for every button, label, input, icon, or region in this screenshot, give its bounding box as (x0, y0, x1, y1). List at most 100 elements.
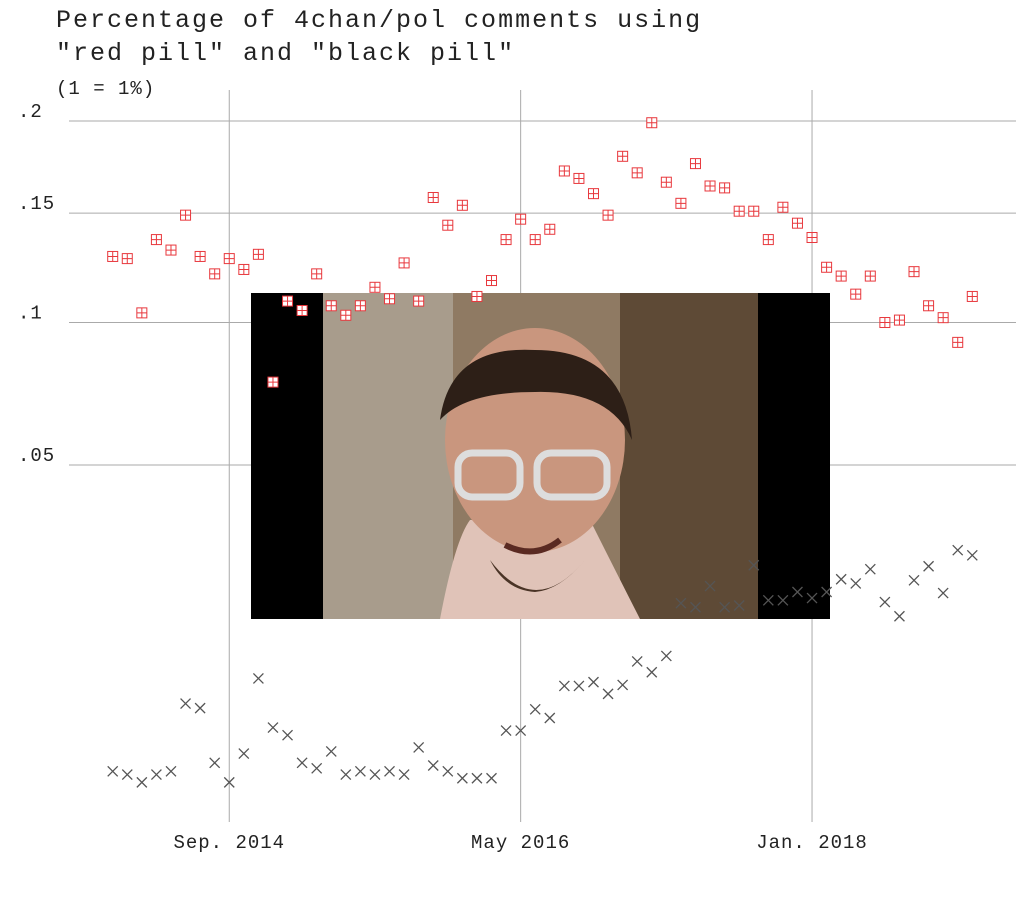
marker-cross (631, 655, 643, 667)
point (165, 244, 177, 256)
marks (107, 117, 978, 788)
marker-cross (893, 610, 905, 622)
marker-cross (573, 680, 585, 692)
marker-cross (777, 202, 788, 213)
point (660, 650, 672, 662)
marker-cross (894, 315, 905, 326)
marker-cross (850, 577, 862, 589)
marker-cross (705, 180, 716, 191)
marker-cross (194, 702, 206, 714)
point (252, 248, 264, 260)
point (879, 317, 891, 329)
marker-cross (121, 769, 133, 781)
marker-cross (792, 586, 803, 598)
point (325, 300, 337, 312)
marker-cross (777, 594, 789, 606)
marker-cross (471, 291, 482, 302)
marker-cross (836, 271, 847, 282)
marker-cross (690, 158, 701, 169)
marker-cross (937, 587, 949, 599)
point (107, 765, 119, 777)
point (690, 601, 701, 613)
point (238, 748, 250, 759)
marker-cross (544, 224, 555, 235)
point (340, 769, 352, 781)
point (617, 150, 629, 162)
marker-cross (515, 725, 527, 737)
point (864, 563, 876, 575)
x-tick-label: Jan. 2018 (756, 832, 868, 854)
point (923, 300, 935, 312)
y-tick-label: .05 (18, 445, 55, 467)
point (369, 769, 381, 781)
point (325, 745, 337, 757)
chart-title: "red pill" and "black pill" (56, 39, 515, 68)
point (194, 250, 206, 262)
point (442, 219, 454, 231)
point (442, 765, 454, 777)
marker-cross (719, 601, 731, 613)
y-tick-label: .15 (18, 193, 55, 215)
point (282, 295, 294, 307)
point (209, 268, 221, 280)
marker-cross (122, 253, 133, 264)
point (792, 586, 803, 598)
marker-cross (384, 293, 395, 304)
point (952, 336, 964, 348)
point (777, 594, 789, 606)
marker-cross (486, 275, 497, 286)
marker-cross (471, 772, 483, 784)
marker-cross (180, 698, 192, 709)
marker-cross (456, 772, 468, 784)
marker-cross (646, 666, 658, 678)
point (267, 722, 279, 734)
point (354, 765, 366, 777)
marker-cross (253, 249, 264, 260)
marker-cross (938, 312, 949, 323)
marker-cross (617, 679, 629, 691)
point (660, 176, 672, 188)
marker-cross (835, 573, 847, 585)
marker-cross (195, 251, 206, 262)
point (165, 765, 177, 777)
point (646, 666, 658, 678)
marker-cross (573, 173, 584, 184)
chart-subtitle: (1 = 1%) (56, 78, 155, 100)
y-tick-label: .1 (18, 303, 43, 325)
marker-cross (413, 742, 425, 753)
point (573, 172, 585, 184)
marker-cross (209, 757, 221, 769)
marker-cross (165, 765, 177, 777)
point (515, 725, 527, 737)
point (602, 209, 614, 221)
marker-cross (311, 762, 323, 774)
point (937, 312, 949, 324)
point (209, 757, 221, 769)
marker-cross (617, 151, 628, 162)
marker-cross (559, 165, 570, 176)
point (791, 217, 803, 229)
marker-cross (675, 597, 687, 609)
marker-cross (325, 745, 337, 757)
point (398, 257, 410, 269)
marker-cross (733, 600, 745, 611)
point (252, 673, 264, 684)
point (529, 703, 541, 715)
marker-cross (457, 200, 468, 211)
marker-cross (501, 234, 512, 245)
point (719, 601, 731, 613)
marker-cross (515, 214, 526, 225)
marker-cross (267, 722, 279, 734)
point (762, 234, 774, 246)
marker-cross (909, 266, 920, 277)
marker-cross (734, 206, 745, 217)
point (617, 679, 629, 691)
point (733, 600, 745, 611)
point (777, 201, 789, 213)
point (675, 197, 687, 209)
marker-cross (107, 251, 118, 262)
marker-cross (340, 769, 352, 781)
marker-cross (238, 748, 250, 759)
point (369, 281, 381, 293)
